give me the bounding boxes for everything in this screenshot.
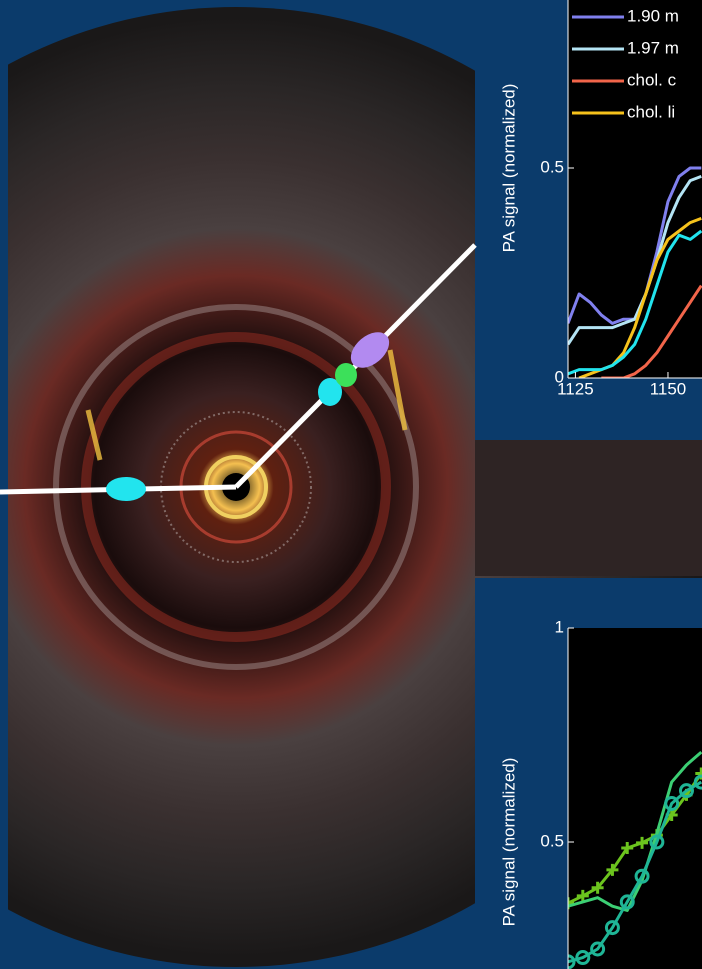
x-tick-label: 1150 <box>650 379 687 398</box>
legend-label: 1.97 m <box>627 38 679 57</box>
y-tick-label: 0.5 <box>540 831 564 850</box>
y-tick-label: 0.5 <box>540 157 564 176</box>
plot-area <box>568 628 702 969</box>
legend-label: 1.90 m <box>627 6 679 25</box>
y-axis-label: PA signal (normalized) <box>499 84 518 253</box>
legend-label: chol. c <box>627 70 677 89</box>
x-tick-label: 1125 <box>557 379 594 398</box>
y-tick-label: 1 <box>555 617 564 636</box>
y-axis-label: PA signal (normalized) <box>499 758 518 927</box>
figure: PA signal (normalized) PA signal (normal… <box>0 0 702 969</box>
legend-label: chol. li <box>627 102 675 121</box>
